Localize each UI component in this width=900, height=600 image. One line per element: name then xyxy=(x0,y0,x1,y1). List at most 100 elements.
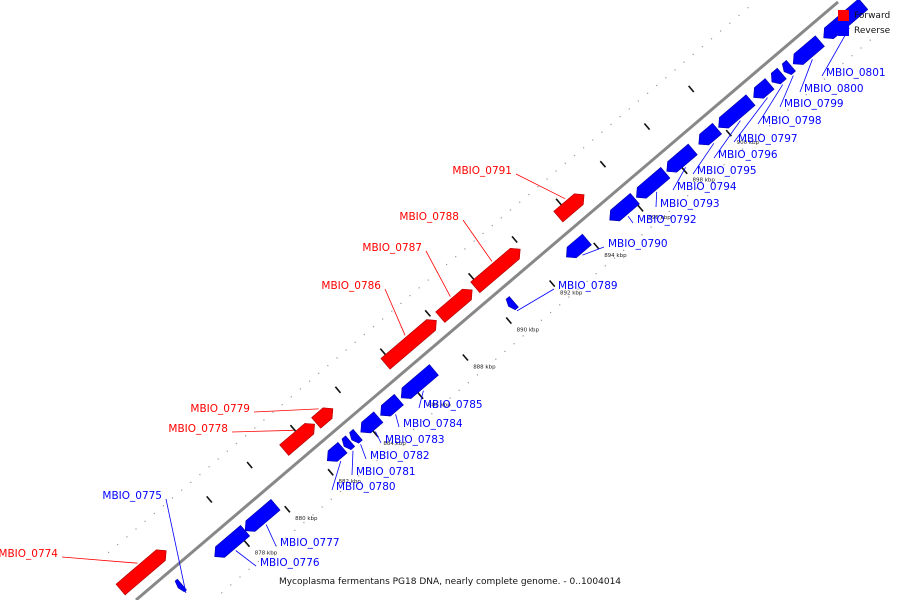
ruler-dot xyxy=(449,397,451,399)
leader-line xyxy=(360,444,367,460)
tick-label: 888 kbp xyxy=(473,364,496,370)
ruler-dot xyxy=(674,69,676,71)
ruler-dot xyxy=(659,218,661,220)
ruler-dot xyxy=(641,234,643,236)
gene-label-mbio_0782: MBIO_0782 xyxy=(370,450,430,462)
ruler-dot xyxy=(312,514,314,516)
gene-arrow-mbio_0790 xyxy=(566,233,592,259)
ruler-dot xyxy=(769,125,771,127)
gene-arrow-mbio_0791 xyxy=(553,193,585,223)
gene-arrow-mbio_0795 xyxy=(698,122,723,146)
gene-label-mbio_0789: MBIO_0789 xyxy=(558,280,618,292)
ruler-dot xyxy=(495,358,497,360)
ruler-dot xyxy=(564,162,566,164)
leader-line xyxy=(265,524,277,547)
gene-arrow-mbio_0783 xyxy=(360,411,384,434)
tick-label: 884 kbp xyxy=(383,441,406,447)
gene-arrow-mbio_0774 xyxy=(115,549,167,596)
leader-line xyxy=(384,288,406,336)
ruler-dot xyxy=(117,544,119,546)
tick-mark xyxy=(467,272,475,280)
gene-arrow-mbio_0789 xyxy=(505,296,519,311)
tick-label: 890 kbp xyxy=(517,327,540,333)
ruler-dot xyxy=(559,304,561,306)
gene-label-mbio_0801: MBIO_0801 xyxy=(826,67,886,79)
ruler-dot xyxy=(473,240,475,242)
leader-line xyxy=(425,250,451,297)
ruler-dot xyxy=(455,256,457,258)
gene-arrow-mbio_0780 xyxy=(326,441,348,462)
ruler-dot xyxy=(692,53,694,55)
ruler-dot xyxy=(257,560,259,563)
leader-line xyxy=(235,550,257,567)
ruler-dot xyxy=(647,92,649,94)
leader-line xyxy=(757,84,784,125)
ruler-dot xyxy=(266,553,268,555)
tick-label: 900 kbp xyxy=(737,140,760,146)
ruler-dot xyxy=(729,22,731,24)
leader-line xyxy=(627,215,634,224)
ruler-dot xyxy=(409,295,411,297)
ruler-dot xyxy=(285,537,287,539)
ruler-dot xyxy=(500,217,502,219)
tick-mark xyxy=(379,348,387,356)
ruler-dot xyxy=(327,365,329,367)
ruler-dot xyxy=(623,249,625,251)
ruler-dot xyxy=(650,226,652,228)
tick-mark xyxy=(643,122,651,131)
gene-arrow-mbio_0786 xyxy=(380,319,437,370)
gene-label-mbio_0794: MBIO_0794 xyxy=(677,181,737,193)
gene-arrow-mbio_0798 xyxy=(770,67,787,85)
tick-mark xyxy=(206,495,213,504)
ruler-dot xyxy=(412,428,415,430)
gene-label-mbio_0788: MBIO_0788 xyxy=(399,211,459,223)
ruler-dot xyxy=(595,273,597,275)
leader-line xyxy=(692,143,715,175)
ruler-dot xyxy=(418,287,420,289)
ruler-dot xyxy=(108,551,110,553)
leader-line xyxy=(733,97,768,143)
tick-label: 882 kbp xyxy=(339,479,362,485)
leader-line xyxy=(582,246,605,256)
ruler-dot xyxy=(345,349,347,351)
ruler-dot xyxy=(427,279,429,281)
ruler-dot xyxy=(458,389,460,391)
gene-label-mbio_0780: MBIO_0780 xyxy=(336,481,396,493)
tick-mark xyxy=(555,198,562,206)
leader-line xyxy=(253,408,319,413)
ruler-dot xyxy=(637,100,639,102)
ruler-dot xyxy=(230,584,232,586)
ruler-dot xyxy=(358,475,360,477)
gene-arrow-mbio_0778 xyxy=(279,423,315,456)
leader-line xyxy=(672,167,686,191)
ruler-dot xyxy=(482,232,484,234)
ruler-dot xyxy=(738,14,740,17)
leader-line xyxy=(395,414,400,428)
ruler-dot xyxy=(367,467,369,469)
ruler-dot xyxy=(382,318,384,320)
gene-label-mbio_0775: MBIO_0775 xyxy=(102,490,162,502)
gene-label-mbio_0796: MBIO_0796 xyxy=(718,149,778,161)
tick-mark xyxy=(511,235,518,244)
ruler-dot xyxy=(153,512,155,515)
ruler-dot xyxy=(263,419,265,421)
gene-label-mbio_0781: MBIO_0781 xyxy=(356,466,416,478)
legend-forward-label: Forward xyxy=(854,10,891,21)
ruler-dot xyxy=(394,444,396,446)
ruler-dot xyxy=(181,489,183,491)
tick-mark xyxy=(725,129,733,137)
ruler-dot xyxy=(299,388,301,390)
ruler-dot xyxy=(528,193,530,196)
ruler-dot xyxy=(135,528,137,530)
ruler-dot xyxy=(860,47,862,49)
ruler-dot xyxy=(796,101,798,103)
ruler-dot xyxy=(778,117,780,119)
ruler-dot xyxy=(586,280,588,282)
ruler-dot xyxy=(336,357,338,359)
ruler-dot xyxy=(583,147,585,149)
ruler-dot xyxy=(687,195,689,197)
ruler-dot xyxy=(290,396,292,398)
ruler-dot xyxy=(486,366,488,368)
ruler-dot xyxy=(592,139,594,141)
ruler-dot xyxy=(546,178,548,180)
